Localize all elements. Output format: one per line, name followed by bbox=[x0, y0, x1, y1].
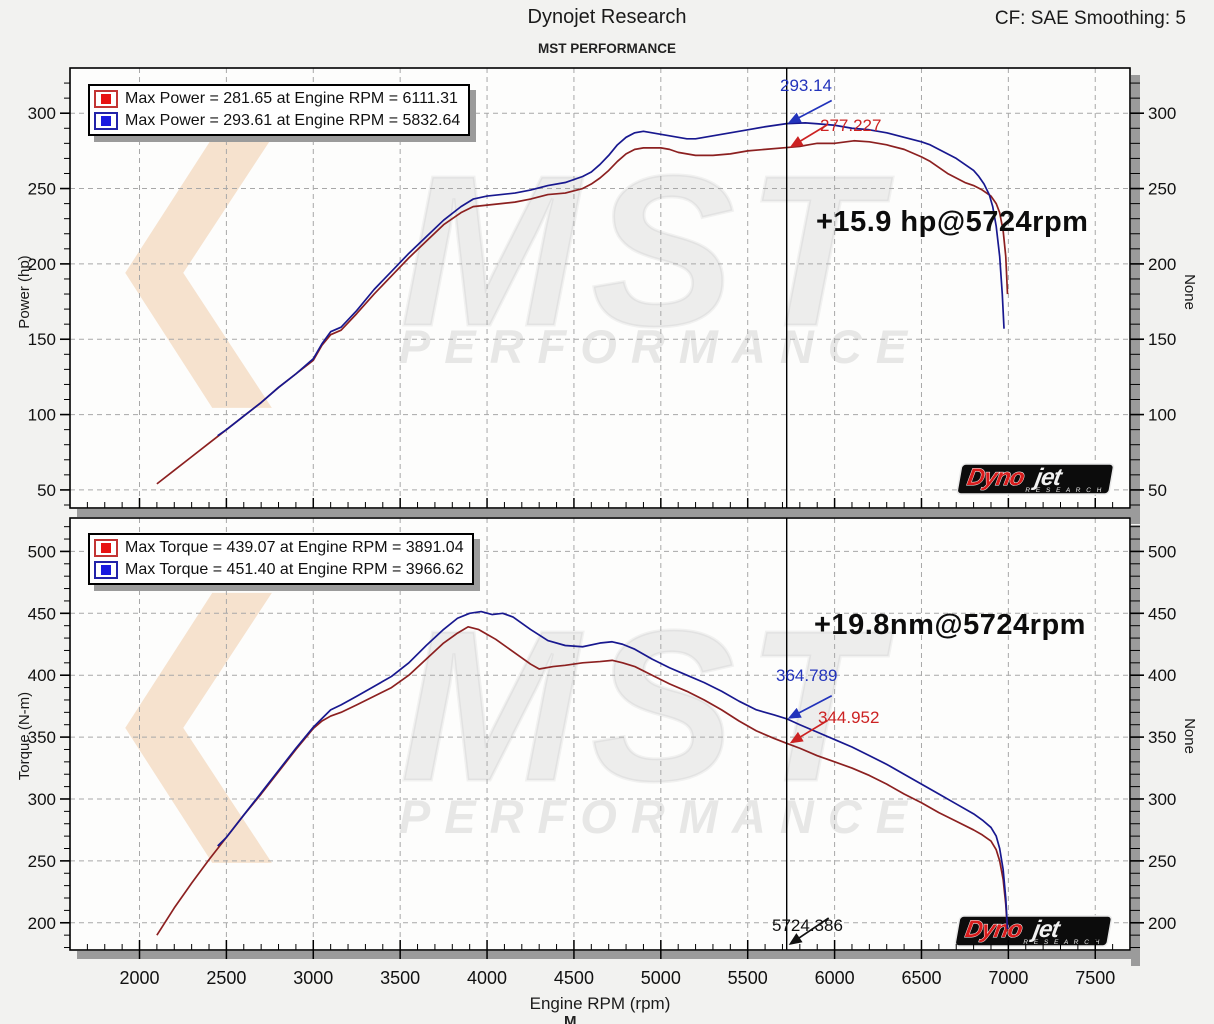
svg-text:200: 200 bbox=[1148, 255, 1176, 274]
correction-factor-label: CF: SAE Smoothing: 5 bbox=[994, 8, 1186, 29]
svg-text:Dyno: Dyno bbox=[965, 464, 1026, 491]
torque-cursor-value-blue: 364.789 bbox=[776, 666, 838, 685]
svg-text:❮: ❮ bbox=[87, 100, 313, 411]
svg-text:100: 100 bbox=[1148, 406, 1176, 425]
torque-gain-label: +19.8nm@5724rpm bbox=[814, 609, 1086, 641]
legend-row: Max Power = 281.65 at Engine RPM = 6111.… bbox=[94, 88, 460, 110]
curve-power-baseline bbox=[156, 139, 1009, 485]
torque-cursor-value-red: 344.952 bbox=[818, 708, 880, 727]
svg-text:200: 200 bbox=[1148, 914, 1176, 933]
svg-text:PERFORMANCE: PERFORMANCE bbox=[399, 320, 921, 373]
curve-torque-baseline bbox=[156, 625, 1009, 936]
power-gain-label: +15.9 hp@5724rpm bbox=[816, 206, 1089, 238]
svg-text:500: 500 bbox=[28, 542, 56, 561]
cutoff-glyph: M bbox=[564, 1013, 577, 1024]
legend-label: Max Torque = 451.40 at Engine RPM = 3966… bbox=[125, 561, 464, 578]
svg-text:3500: 3500 bbox=[380, 968, 420, 988]
x-axis-title: Engine RPM (rpm) bbox=[529, 994, 671, 1013]
svg-text:50: 50 bbox=[37, 481, 56, 500]
svg-text:5000: 5000 bbox=[641, 968, 681, 988]
blue-series-swatch bbox=[94, 561, 118, 579]
svg-text:7500: 7500 bbox=[1075, 968, 1115, 988]
svg-text:250: 250 bbox=[1148, 180, 1176, 199]
svg-text:300: 300 bbox=[1148, 104, 1176, 123]
power-cursor-value-red: 277.227 bbox=[820, 116, 882, 135]
svg-text:350: 350 bbox=[28, 728, 56, 747]
power-right-axis-title: None bbox=[1181, 274, 1198, 310]
svg-text:4000: 4000 bbox=[467, 968, 507, 988]
svg-text:300: 300 bbox=[1148, 790, 1176, 809]
power-cursor-value-blue: 293.14 bbox=[780, 76, 832, 95]
legend-label: Max Power = 293.61 at Engine RPM = 5832.… bbox=[125, 112, 461, 129]
power-axis-title: Power (hp) bbox=[16, 255, 33, 329]
torque-axis-title: Torque (N-m) bbox=[16, 691, 33, 781]
power-legend: Max Power = 281.65 at Engine RPM = 6111.… bbox=[88, 84, 471, 136]
legend-row: Max Torque = 439.07 at Engine RPM = 3891… bbox=[94, 537, 464, 559]
svg-text:250: 250 bbox=[28, 180, 56, 199]
svg-text:PERFORMANCE: PERFORMANCE bbox=[399, 790, 921, 843]
svg-text:200: 200 bbox=[28, 255, 56, 274]
svg-text:4500: 4500 bbox=[554, 968, 594, 988]
svg-text:450: 450 bbox=[28, 604, 56, 623]
page-title: Dynojet Research bbox=[527, 6, 687, 28]
svg-text:400: 400 bbox=[1148, 666, 1176, 685]
curve-torque-modified bbox=[217, 610, 1009, 930]
svg-text:300: 300 bbox=[28, 104, 56, 123]
legend-row: Max Power = 293.61 at Engine RPM = 5832.… bbox=[94, 110, 460, 132]
svg-text:300: 300 bbox=[28, 790, 56, 809]
svg-text:R E S E A R C H: R E S E A R C H bbox=[1023, 939, 1102, 946]
svg-text:R E S E A R C H: R E S E A R C H bbox=[1025, 487, 1104, 494]
svg-text:50: 50 bbox=[1148, 481, 1167, 500]
torque-legend: Max Torque = 439.07 at Engine RPM = 3891… bbox=[88, 533, 474, 585]
cursor-rpm-label: 5724.386 bbox=[772, 916, 843, 935]
svg-text:MST: MST bbox=[400, 130, 894, 371]
curve-power-modified bbox=[217, 121, 1005, 437]
svg-text:200: 200 bbox=[28, 914, 56, 933]
legend-label: Max Torque = 439.07 at Engine RPM = 3891… bbox=[125, 539, 464, 556]
svg-text:6500: 6500 bbox=[901, 968, 941, 988]
svg-text:350: 350 bbox=[1148, 728, 1176, 747]
svg-text:450: 450 bbox=[1148, 604, 1176, 623]
legend-label: Max Power = 281.65 at Engine RPM = 6111.… bbox=[125, 90, 458, 107]
torque-right-axis-title: None bbox=[1181, 718, 1198, 754]
blue-series-swatch bbox=[94, 112, 118, 130]
svg-text:150: 150 bbox=[1148, 330, 1176, 349]
page-subtitle: MST PERFORMANCE bbox=[538, 41, 676, 56]
svg-text:400: 400 bbox=[28, 666, 56, 685]
svg-text:❮: ❮ bbox=[87, 555, 313, 866]
svg-text:100: 100 bbox=[28, 406, 56, 425]
svg-text:2000: 2000 bbox=[119, 968, 159, 988]
svg-text:Dyno: Dyno bbox=[963, 916, 1024, 943]
red-series-swatch bbox=[94, 539, 118, 557]
svg-text:MST: MST bbox=[400, 585, 894, 826]
svg-text:250: 250 bbox=[28, 852, 56, 871]
svg-text:500: 500 bbox=[1148, 542, 1176, 561]
svg-text:2500: 2500 bbox=[206, 968, 246, 988]
red-series-swatch bbox=[94, 90, 118, 108]
svg-text:250: 250 bbox=[1148, 852, 1176, 871]
svg-text:6000: 6000 bbox=[815, 968, 855, 988]
svg-text:150: 150 bbox=[28, 330, 56, 349]
svg-text:7000: 7000 bbox=[988, 968, 1028, 988]
svg-text:5500: 5500 bbox=[728, 968, 768, 988]
legend-row: Max Torque = 451.40 at Engine RPM = 3966… bbox=[94, 559, 464, 581]
svg-text:3000: 3000 bbox=[293, 968, 333, 988]
